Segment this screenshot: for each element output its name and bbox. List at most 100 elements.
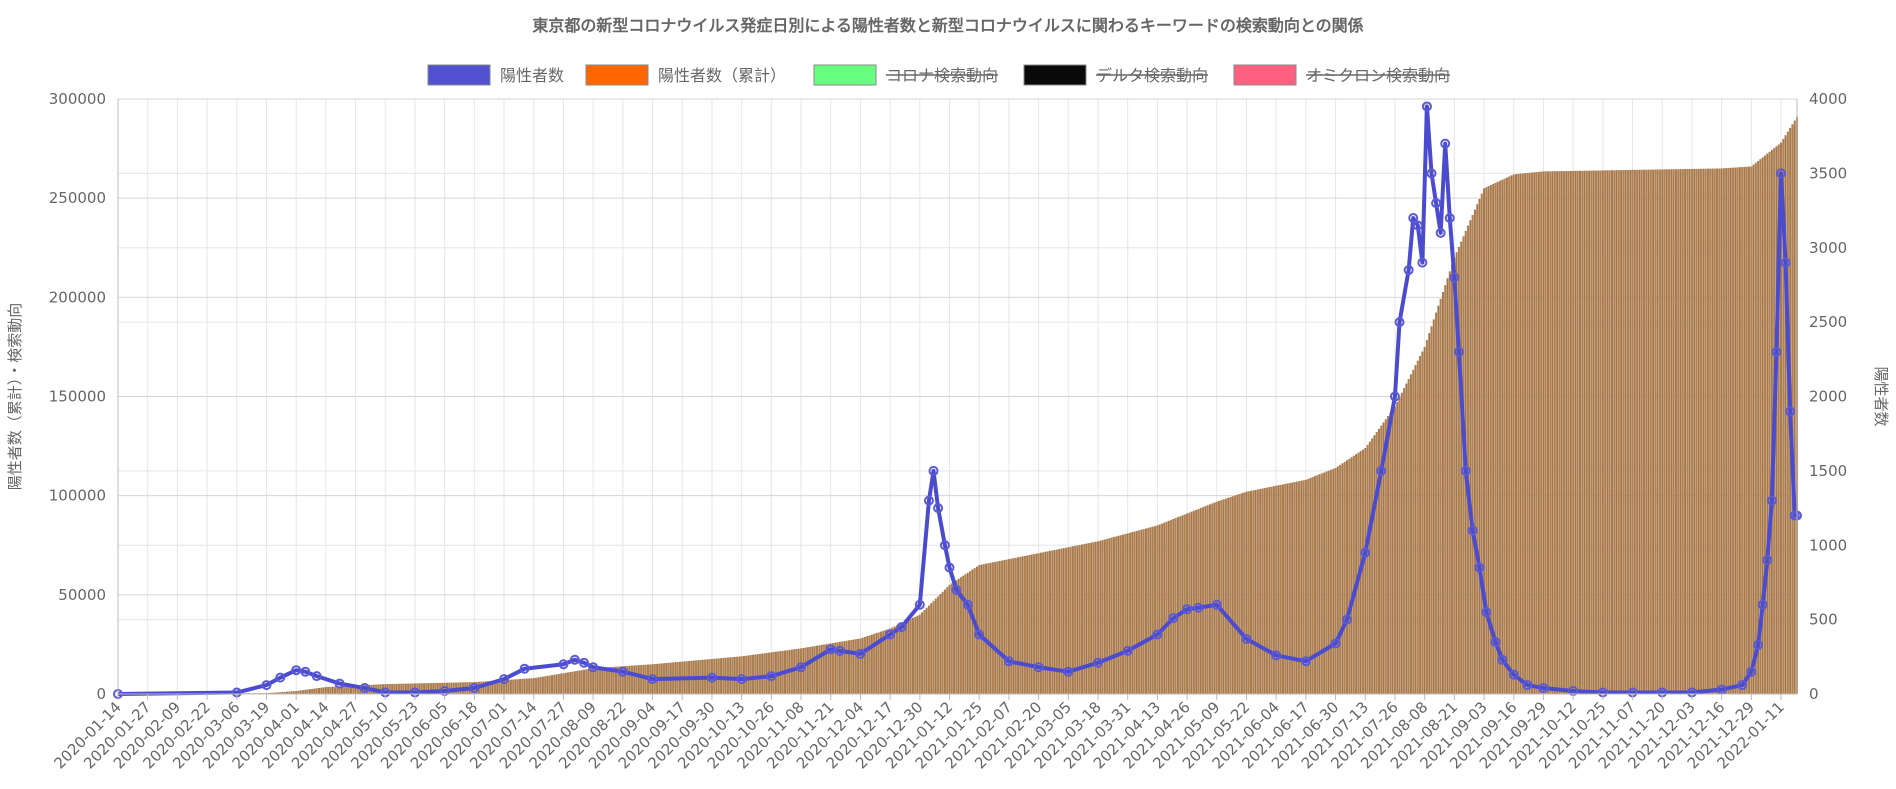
cumulative-bar [1371,438,1374,694]
cumulative-bar [1266,487,1269,694]
cumulative-bar [1055,549,1058,694]
cumulative-bar [1019,556,1022,694]
cumulative-bar [279,692,282,694]
cumulative-bar [548,675,551,694]
cumulative-bar [1110,537,1113,694]
cumulative-bar [306,689,309,694]
daily-cases-point [1780,257,1791,268]
cumulative-bar [804,647,807,694]
cumulative-bar [1229,497,1232,694]
legend-swatch [427,64,491,86]
daily-cases-point [1421,101,1432,112]
cumulative-bar [1297,481,1301,694]
cumulative-bar [941,591,944,694]
cumulative-bar [521,678,524,694]
cumulative-bar [1590,170,1593,694]
daily-cases-point [569,654,580,665]
daily-cases-point [1497,654,1508,665]
cumulative-bar [576,670,579,694]
daily-cases-point [825,644,836,655]
cumulative-bar [1389,412,1392,694]
cumulative-bar [1741,167,1744,695]
cumulative-bar [1512,174,1515,694]
cumulative-bar [388,683,391,694]
cumulative-bar [1654,169,1657,694]
cumulative-bar [1690,168,1693,695]
cumulative-bar [1325,471,1328,694]
cumulative-bar [1192,510,1195,694]
cumulative-bar [356,685,359,694]
cumulative-bar [905,621,908,694]
cumulative-bar [1361,449,1364,694]
daily-cases-point [558,659,569,670]
cumulative-bar [923,610,926,694]
y-right-axis-title: 陽性者数 [1872,366,1890,426]
cumulative-bar [1567,170,1570,695]
legend-item[interactable]: 陽性者数 [427,64,564,86]
legend-item[interactable]: オミクロン検索動向 [1233,64,1451,86]
y-right-tick-label: 0 [1809,685,1819,703]
cumulative-bar [991,562,994,694]
daily-cases-point [962,599,973,610]
cumulative-bar [1471,214,1474,694]
legend-item[interactable]: デルタ検索動向 [1023,64,1209,86]
cumulative-bar [1485,187,1488,694]
daily-cases-point [1092,657,1103,668]
chart-title: 東京都の新型コロナウイルス発症日別による陽性者数と新型コロナウイルスに関わるキー… [532,16,1364,35]
cumulative-bar [859,638,862,694]
cumulative-bar [594,668,597,694]
legend-item[interactable]: 陽性者数（累計） [585,64,786,86]
legend-label: 陽性者数 [500,66,564,85]
cumulative-bar [302,690,305,694]
cumulative-bar [1064,547,1068,694]
cumulative-bar [1754,162,1757,694]
y-left-axis-title: 陽性者数（累計）・検索動向 [6,303,24,491]
cumulative-bar [754,654,757,694]
cumulative-bar [1668,169,1671,694]
daily-cases-point [766,671,777,682]
cumulative-bar [1028,555,1031,694]
cumulative-bar [1115,536,1118,694]
daily-cases-point [855,648,866,659]
cumulative-bar [1329,469,1333,694]
cumulative-bar [1649,169,1652,694]
cumulative-bar [1494,182,1497,694]
cumulative-bar [1119,535,1122,694]
legend-item[interactable]: コロナ検索動向 [813,64,999,86]
daily-cases-point [914,599,925,610]
daily-cases-point [1776,168,1787,179]
cumulative-bar [1686,168,1689,695]
cumulative-bar [630,665,634,694]
cumulative-bar [324,687,327,694]
cumulative-bar [1343,461,1346,694]
cumulative-bar [1128,532,1131,694]
cumulative-bar [1069,546,1072,694]
cumulative-bar [1439,298,1442,694]
cumulative-bar [726,657,729,694]
cumulative-bar [1640,169,1643,695]
cumulative-bar [1526,172,1529,694]
cumulative-bar [882,630,885,694]
daily-cases-point [1063,666,1074,677]
cumulative-bar [863,636,867,694]
daily-cases-point [499,674,510,685]
cumulative-bar [982,564,985,694]
cumulative-bar [1220,500,1223,694]
cumulative-bar [297,690,300,694]
daily-cases-point [588,662,599,673]
daily-cases-point [1417,257,1428,268]
cumulative-bar [1585,170,1588,694]
cumulative-bar [635,665,638,694]
cumulative-bar [1211,503,1214,694]
cumulative-bar [1672,169,1675,694]
daily-cases-point [261,680,272,691]
daily-cases-point [1389,391,1400,402]
cumulative-bar [891,627,894,694]
cumulative-bar [959,577,962,694]
cumulative-bar [1170,519,1173,694]
cumulative-bar [329,686,332,694]
cumulative-bar [758,653,761,694]
cumulative-bar [1576,170,1579,694]
cumulative-bar [1613,170,1616,694]
cumulative-bar [1622,170,1625,694]
